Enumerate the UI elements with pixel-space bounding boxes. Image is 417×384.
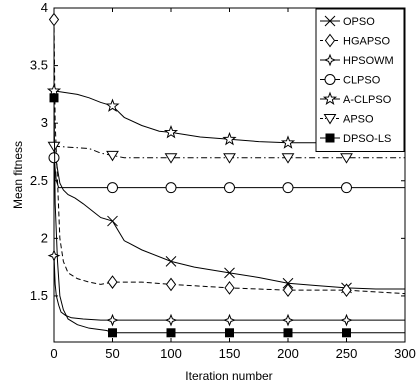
- legend: OPSO HGAPSO HPSOWM CLPSO A-CLPSO APSO DPSO-LS: [315, 8, 405, 152]
- data-point: [165, 256, 177, 267]
- data-point: [165, 182, 177, 194]
- x-tick-label: 50: [105, 346, 119, 361]
- data-point: [49, 93, 59, 103]
- data-point: [341, 182, 352, 194]
- legend-item: OPSO: [320, 15, 375, 28]
- series-line: [53, 255, 405, 321]
- x-tick-label: 0: [50, 346, 57, 361]
- data-point: [223, 313, 236, 327]
- series-apso: [47, 141, 405, 164]
- data-point: [166, 328, 176, 338]
- data-point: [340, 313, 353, 327]
- legend-item: A-CLPSO: [320, 91, 392, 106]
- x-tick-label: 300: [394, 346, 416, 361]
- data-point: [224, 182, 235, 194]
- legend-label: APSO: [343, 114, 374, 126]
- data-point: [107, 275, 118, 289]
- y-axis-label: Mean fitness: [11, 141, 25, 209]
- data-point: [283, 328, 293, 338]
- legend-item: DPSO-LS: [320, 133, 391, 145]
- series-line: [53, 19, 406, 295]
- x-tick-label: 150: [219, 346, 241, 361]
- x-tick-label: 100: [160, 346, 182, 361]
- legend-marker: [324, 15, 336, 27]
- legend-item: HPSOWM: [320, 53, 394, 67]
- legend-label: HPSOWM: [343, 55, 394, 67]
- x-tick-label: 250: [336, 346, 358, 361]
- data-point: [105, 98, 120, 112]
- x-tick-label: 200: [277, 346, 299, 361]
- x-axis-label: Iteration number: [185, 369, 272, 383]
- data-point: [106, 313, 119, 327]
- data-point: [164, 313, 178, 327]
- legend-marker: [323, 114, 337, 125]
- data-point: [107, 215, 118, 227]
- legend-marker: [323, 53, 337, 67]
- legend-marker: [324, 33, 336, 48]
- y-tick-label: 1.5: [30, 288, 48, 303]
- legend-label: HGAPSO: [343, 36, 391, 48]
- series-hgapso: [48, 12, 406, 298]
- data-point: [342, 328, 351, 338]
- data-point: [164, 153, 178, 164]
- data-point: [224, 267, 235, 279]
- y-tick-label: 3.5: [30, 58, 48, 73]
- data-point: [282, 277, 294, 289]
- data-point: [340, 153, 353, 164]
- legend-label: DPSO-LS: [343, 133, 391, 145]
- data-point: [280, 135, 296, 149]
- data-point: [107, 182, 118, 194]
- legend-item: CLPSO: [320, 74, 381, 87]
- ticks-layer: 0 50 100 150 200 250 300 1.5 2 2.5 3 3.5 4: [30, 0, 416, 361]
- series-line: [53, 146, 405, 290]
- legend-item: HGAPSO: [320, 33, 391, 48]
- data-point: [48, 152, 60, 164]
- data-point: [106, 150, 119, 162]
- data-point: [165, 277, 177, 292]
- series-hpsowm: [47, 249, 405, 327]
- data-point: [108, 328, 117, 338]
- data-point: [163, 124, 179, 139]
- data-point: [222, 131, 237, 146]
- y-tick-label: 2: [41, 230, 48, 245]
- data-point: [223, 153, 236, 164]
- data-point: [224, 281, 235, 295]
- data-point: [282, 182, 294, 194]
- data-point: [281, 313, 295, 327]
- legend-label: OPSO: [343, 16, 375, 28]
- data-point: [48, 12, 60, 27]
- data-point: [281, 153, 295, 164]
- legend-label: A-CLPSO: [343, 94, 392, 106]
- data-point: [225, 328, 234, 338]
- y-tick-label: 3: [41, 115, 48, 130]
- series-line: [53, 90, 405, 144]
- data-point: [47, 249, 61, 262]
- legend-item: APSO: [320, 114, 374, 126]
- y-tick-label: 2.5: [30, 173, 48, 188]
- legend-marker: [322, 91, 338, 106]
- series-dpso-ls: [49, 93, 405, 338]
- data-point: [341, 283, 352, 298]
- data-point: [282, 283, 294, 298]
- legend-marker: [324, 74, 336, 85]
- series-layer: [46, 12, 406, 338]
- legend-label: CLPSO: [343, 75, 381, 87]
- legend-marker: [325, 133, 335, 143]
- y-tick-label: 4: [41, 0, 48, 15]
